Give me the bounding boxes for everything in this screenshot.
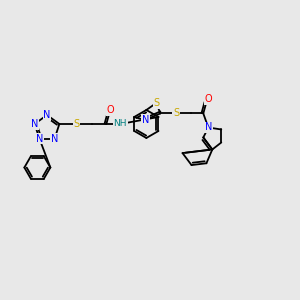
Text: NH: NH <box>114 119 127 128</box>
Text: N: N <box>36 134 43 143</box>
Text: N: N <box>31 119 38 129</box>
Text: S: S <box>173 109 179 118</box>
Text: O: O <box>106 105 114 115</box>
Text: N: N <box>142 115 149 125</box>
Text: N: N <box>205 122 212 133</box>
Text: S: S <box>153 98 159 108</box>
Text: O: O <box>205 94 212 104</box>
Text: N: N <box>43 110 51 120</box>
Text: N: N <box>51 134 58 143</box>
Text: S: S <box>73 119 80 129</box>
